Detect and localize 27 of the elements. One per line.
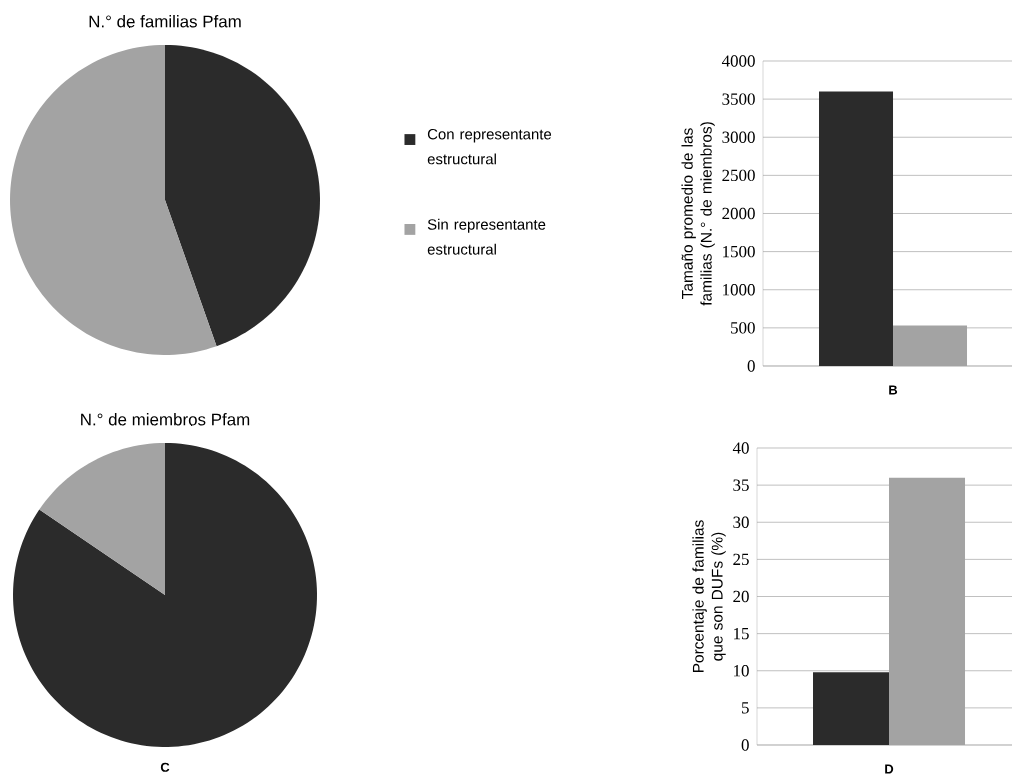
y-tick-label: 1500 xyxy=(723,245,755,258)
y-tick-label: 0 xyxy=(741,739,749,751)
y-axis-title: Tamaño promedio de las familias (N.° de miembros) xyxy=(681,122,715,306)
y-tick-label: 2000 xyxy=(722,207,755,220)
y-tick-label: 40 xyxy=(732,442,749,454)
y-tick-label: 4000 xyxy=(721,55,755,67)
y-axis-title: Porcentaje de familias que son DUFs (%) xyxy=(692,520,726,673)
chart-title: N.° de miembros Pfam xyxy=(81,413,250,426)
y-tick-label: 35 xyxy=(733,479,749,491)
y-tick-label: 25 xyxy=(733,553,749,566)
y-tick-label: 5 xyxy=(742,702,749,714)
text: D xyxy=(885,764,894,774)
y-tick-label: 0 xyxy=(747,360,755,372)
y-tick-label: 15 xyxy=(734,627,749,640)
y-tick-label: 20 xyxy=(733,590,749,603)
legend-label: Con representante estructural xyxy=(427,128,552,165)
y-tick-label: 3000 xyxy=(722,131,755,143)
text: C xyxy=(160,762,170,772)
y-tick-label: 10 xyxy=(734,665,749,677)
chart-title: N.° de familias Pfam xyxy=(89,15,241,28)
y-tick-label: 30 xyxy=(733,516,749,528)
y-tick-label: 2500 xyxy=(722,169,755,182)
y-tick-label: 500 xyxy=(731,322,755,334)
y-tick-label: 3500 xyxy=(722,93,755,105)
legend-label: Sin representante estructural xyxy=(427,218,546,255)
y-tick-label: 1000 xyxy=(723,284,755,296)
text: B xyxy=(889,385,898,395)
